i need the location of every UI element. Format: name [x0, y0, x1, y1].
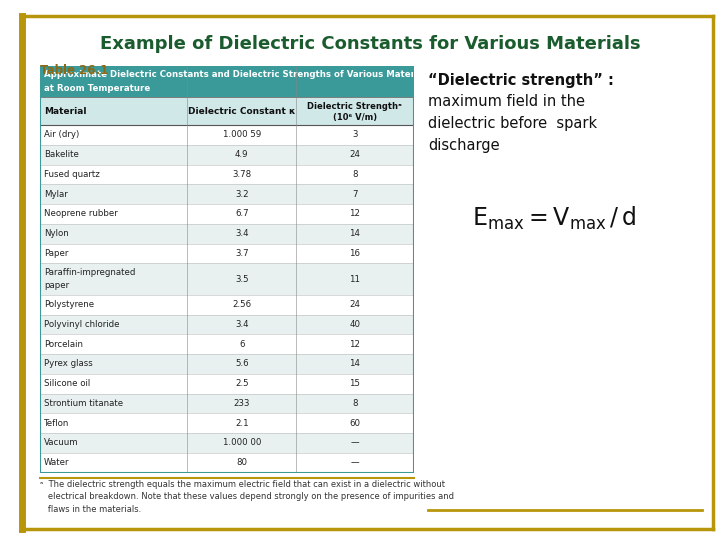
Text: Teflon: Teflon [44, 418, 69, 428]
Text: Vacuum: Vacuum [44, 438, 78, 448]
Text: 14: 14 [349, 229, 360, 238]
Bar [40, 295, 414, 315]
Text: Polystyrene: Polystyrene [44, 300, 94, 309]
Text: Water: Water [44, 458, 70, 467]
Text: 3.4: 3.4 [235, 320, 248, 329]
Text: 3: 3 [352, 131, 358, 139]
Text: 24: 24 [349, 300, 360, 309]
Text: Material: Material [44, 107, 86, 116]
Text: 12: 12 [349, 210, 360, 218]
Text: Strontium titanate: Strontium titanate [44, 399, 123, 408]
Text: 6.7: 6.7 [235, 210, 248, 218]
Text: 3.78: 3.78 [233, 170, 251, 179]
Text: Approximate Dielectric Constants and Dielectric Strengths of Various Materials: Approximate Dielectric Constants and Die… [44, 70, 432, 79]
Bar [40, 244, 414, 264]
Bar [40, 224, 414, 244]
Text: Dielectric Strengthᵃ: Dielectric Strengthᵃ [307, 102, 402, 111]
Text: 2.56: 2.56 [233, 300, 251, 309]
Text: maximum field in the
dielectric before  spark
discharge: maximum field in the dielectric before s… [428, 94, 598, 153]
Bar [40, 125, 414, 145]
Text: Mylar: Mylar [44, 190, 68, 199]
Bar [40, 394, 414, 413]
Bar [40, 66, 414, 97]
Text: 3.7: 3.7 [235, 249, 248, 258]
Bar [40, 97, 414, 125]
Text: Table 26.1: Table 26.1 [40, 64, 108, 77]
Text: 60: 60 [349, 418, 360, 428]
Text: at Room Temperature: at Room Temperature [44, 84, 150, 93]
Text: 15: 15 [349, 379, 360, 388]
Text: 3.5: 3.5 [235, 274, 248, 284]
Text: Porcelain: Porcelain [44, 340, 83, 349]
Text: 14: 14 [349, 360, 360, 368]
Bar [40, 264, 414, 295]
Text: 12: 12 [349, 340, 360, 349]
Text: ᵃ  The dielectric strength equals the maximum electric field that can exist in a: ᵃ The dielectric strength equals the max… [40, 480, 454, 514]
Text: 16: 16 [349, 249, 360, 258]
Bar [40, 374, 414, 394]
Text: Example of Dielectric Constants for Various Materials: Example of Dielectric Constants for Vari… [101, 35, 641, 53]
Text: Neoprene rubber: Neoprene rubber [44, 210, 118, 218]
Text: Nylon: Nylon [44, 229, 69, 238]
Bar [40, 165, 414, 184]
Text: $\mathrm{E_{max} = V_{max}\,/\,d}$: $\mathrm{E_{max} = V_{max}\,/\,d}$ [472, 205, 636, 232]
Text: 11: 11 [349, 274, 360, 284]
Bar [40, 433, 414, 453]
Text: 1.000 59: 1.000 59 [222, 131, 261, 139]
Bar [40, 334, 414, 354]
Text: 4.9: 4.9 [235, 150, 248, 159]
Text: Polyvinyl chloride: Polyvinyl chloride [44, 320, 120, 329]
Bar [40, 204, 414, 224]
Text: 5.6: 5.6 [235, 360, 248, 368]
Text: —: — [351, 438, 359, 448]
Text: “Dielectric strength” :: “Dielectric strength” : [428, 73, 614, 88]
Text: 3.2: 3.2 [235, 190, 248, 199]
Text: Pyrex glass: Pyrex glass [44, 360, 93, 368]
Text: 2.5: 2.5 [235, 379, 248, 388]
Text: Paraffin-impregnated: Paraffin-impregnated [44, 268, 135, 277]
Text: 7: 7 [352, 190, 358, 199]
Text: Bakelite: Bakelite [44, 150, 79, 159]
Text: paper: paper [44, 281, 69, 290]
Text: 8: 8 [352, 399, 358, 408]
Bar [40, 145, 414, 165]
Bar [40, 453, 414, 472]
Bar [40, 354, 414, 374]
Text: 8: 8 [352, 170, 358, 179]
Text: Paper: Paper [44, 249, 68, 258]
Text: 6: 6 [239, 340, 245, 349]
Text: 40: 40 [349, 320, 360, 329]
Text: 2.1: 2.1 [235, 418, 248, 428]
Text: 233: 233 [233, 399, 250, 408]
Text: 1.000 00: 1.000 00 [222, 438, 261, 448]
Text: 80: 80 [236, 458, 247, 467]
Text: (10⁶ V/m): (10⁶ V/m) [333, 113, 377, 122]
Text: —: — [351, 458, 359, 467]
Bar [40, 315, 414, 334]
Bar [40, 413, 414, 433]
Text: Fused quartz: Fused quartz [44, 170, 100, 179]
Text: 3.4: 3.4 [235, 229, 248, 238]
Text: Dielectric Constant κ: Dielectric Constant κ [188, 107, 295, 116]
Text: Silicone oil: Silicone oil [44, 379, 90, 388]
Bar [40, 184, 414, 204]
Text: Air (dry): Air (dry) [44, 131, 79, 139]
Text: 24: 24 [349, 150, 360, 159]
